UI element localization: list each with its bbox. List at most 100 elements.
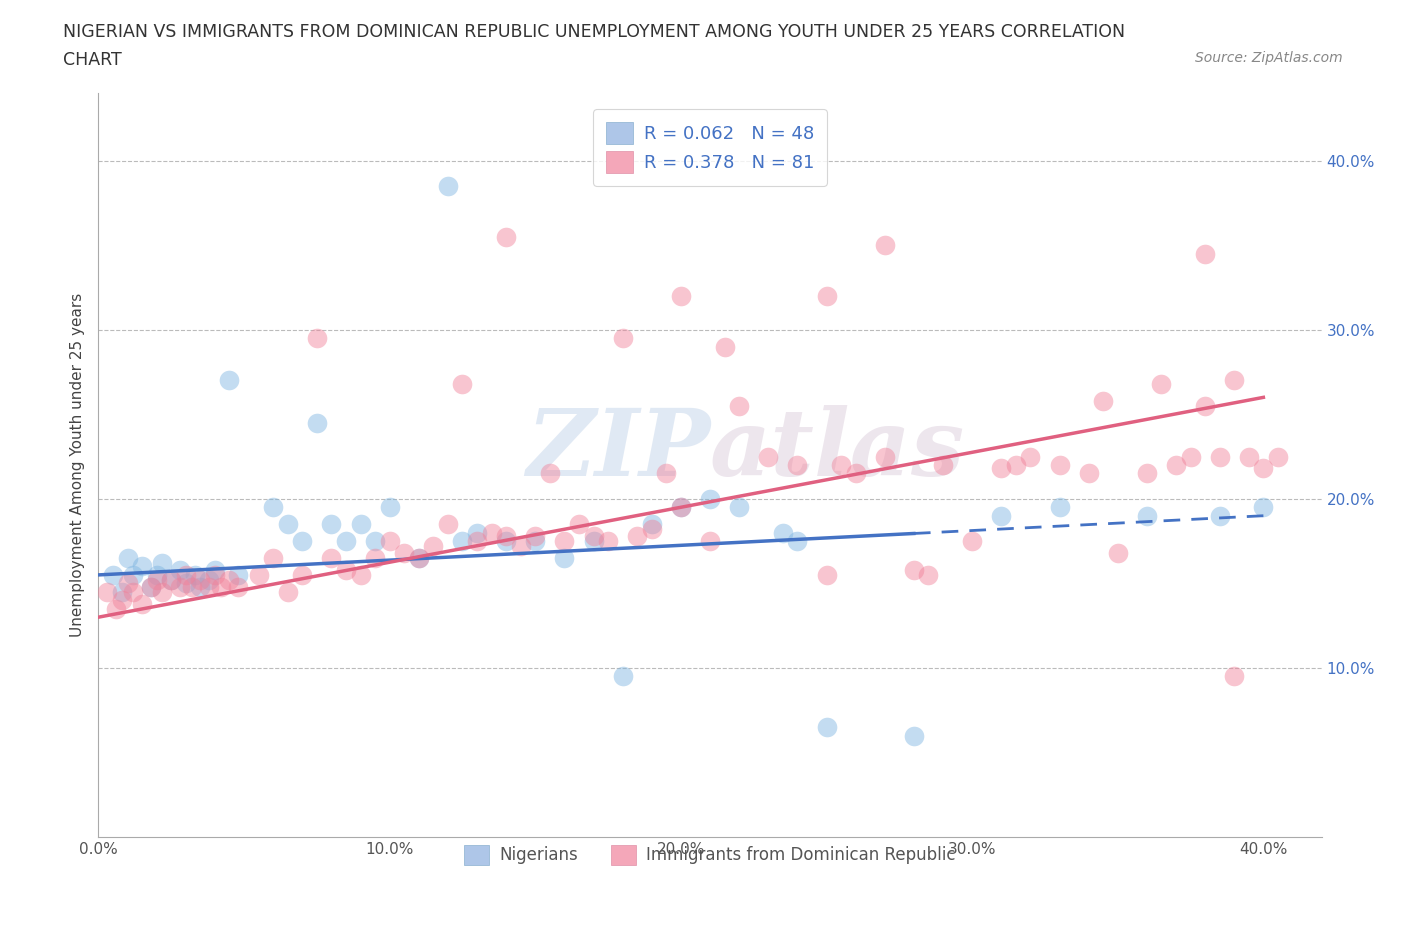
Point	[756, 449, 779, 464]
Point	[641, 517, 664, 532]
Point	[277, 517, 299, 532]
Point	[180, 579, 202, 594]
Point	[101, 567, 124, 582]
Point	[626, 528, 648, 543]
Point	[1223, 669, 1246, 684]
Point	[990, 509, 1012, 524]
Point	[183, 567, 205, 582]
Text: atlas: atlas	[710, 405, 966, 495]
Point	[226, 567, 249, 582]
Point	[122, 567, 145, 582]
Point	[553, 551, 575, 565]
Point	[437, 517, 460, 532]
Point	[111, 584, 134, 599]
Point	[96, 584, 118, 599]
Point	[1253, 499, 1275, 514]
Point	[1237, 449, 1260, 464]
Point	[174, 576, 197, 591]
Point	[786, 534, 808, 549]
Point	[815, 567, 838, 582]
Point	[960, 534, 983, 549]
Point	[612, 331, 634, 346]
Point	[1107, 546, 1129, 561]
Point	[122, 584, 145, 599]
Point	[277, 584, 299, 599]
Point	[845, 466, 868, 481]
Point	[1049, 458, 1071, 472]
Point	[1136, 509, 1159, 524]
Point	[582, 534, 605, 549]
Point	[1253, 461, 1275, 476]
Point	[990, 461, 1012, 476]
Point	[131, 596, 153, 611]
Point	[169, 563, 191, 578]
Point	[226, 579, 249, 594]
Point	[160, 573, 183, 588]
Point	[481, 525, 503, 540]
Point	[291, 567, 314, 582]
Point	[524, 528, 547, 543]
Point	[437, 179, 460, 193]
Point	[218, 573, 240, 588]
Point	[669, 499, 692, 514]
Text: Source: ZipAtlas.com: Source: ZipAtlas.com	[1195, 51, 1343, 65]
Point	[772, 525, 794, 540]
Text: ZIP: ZIP	[526, 405, 710, 495]
Point	[349, 567, 371, 582]
Point	[408, 551, 430, 565]
Point	[815, 288, 838, 303]
Point	[641, 522, 664, 537]
Point	[378, 499, 401, 514]
Point	[1267, 449, 1289, 464]
Point	[422, 538, 444, 553]
Point	[713, 339, 735, 354]
Point	[873, 449, 896, 464]
Point	[131, 559, 153, 574]
Point	[465, 534, 488, 549]
Point	[145, 573, 167, 588]
Point	[378, 534, 401, 549]
Point	[655, 466, 678, 481]
Point	[495, 230, 517, 245]
Point	[728, 499, 751, 514]
Point	[903, 728, 925, 743]
Point	[139, 579, 162, 594]
Point	[786, 458, 808, 472]
Point	[1004, 458, 1026, 472]
Point	[364, 534, 387, 549]
Point	[1092, 393, 1115, 408]
Y-axis label: Unemployment Among Youth under 25 years: Unemployment Among Youth under 25 years	[69, 293, 84, 637]
Point	[538, 466, 561, 481]
Point	[873, 238, 896, 253]
Text: NIGERIAN VS IMMIGRANTS FROM DOMINICAN REPUBLIC UNEMPLOYMENT AMONG YOUTH UNDER 25: NIGERIAN VS IMMIGRANTS FROM DOMINICAN RE…	[63, 23, 1125, 41]
Point	[917, 567, 939, 582]
Point	[117, 551, 139, 565]
Point	[262, 499, 284, 514]
Point	[305, 416, 328, 431]
Point	[1223, 373, 1246, 388]
Legend: Nigerians, Immigrants from Dominican Republic: Nigerians, Immigrants from Dominican Rep…	[456, 836, 965, 873]
Point	[524, 534, 547, 549]
Point	[509, 538, 531, 553]
Point	[830, 458, 852, 472]
Point	[305, 331, 328, 346]
Point	[117, 576, 139, 591]
Point	[1208, 449, 1232, 464]
Point	[188, 579, 212, 594]
Point	[198, 573, 221, 588]
Point	[1150, 377, 1173, 392]
Point	[218, 373, 240, 388]
Point	[1194, 246, 1216, 261]
Point	[408, 551, 430, 565]
Point	[669, 288, 692, 303]
Point	[174, 567, 197, 582]
Point	[111, 592, 134, 607]
Point	[1136, 466, 1159, 481]
Point	[1180, 449, 1202, 464]
Point	[669, 499, 692, 514]
Point	[815, 720, 838, 735]
Point	[291, 534, 314, 549]
Point	[364, 551, 387, 565]
Point	[1194, 398, 1216, 413]
Point	[198, 579, 221, 594]
